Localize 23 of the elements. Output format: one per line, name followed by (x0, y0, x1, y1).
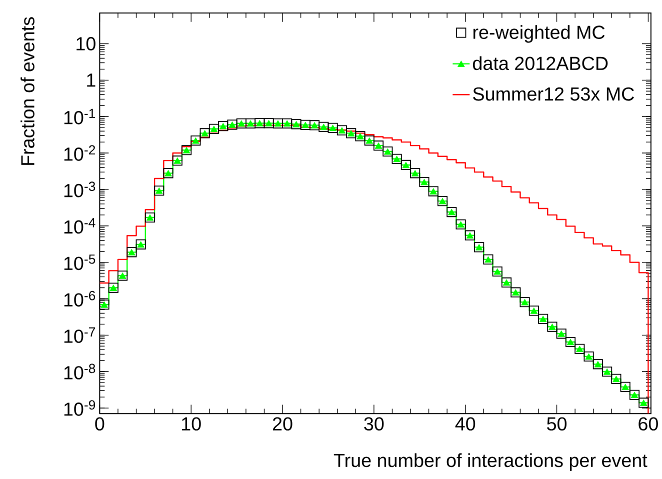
x-tick-label: 10 (182, 416, 201, 430)
y-tick-label: 10 (76, 36, 96, 50)
y-tick-label: 10$^{-7}$ (64, 327, 96, 343)
x-axis-title: True number of interactions per event (334, 453, 648, 471)
y-tick-label: 10$^{-4}$ (64, 218, 96, 234)
legend-label: re-weighted MC (473, 24, 605, 42)
legend-label: data 2012ABCD (473, 56, 608, 70)
y-tick-label: 10$^{-8}$ (64, 364, 96, 380)
x-tick-label: 0 (95, 416, 104, 430)
y-tick-label: 10$^{-9}$ (64, 400, 96, 416)
y-tick-label: 10$^{-3}$ (64, 181, 96, 198)
y-tick-label: 10$^{-6}$ (64, 290, 96, 306)
y-tick-label: 1 (87, 73, 96, 86)
y-axis-title: Fraction of events (20, 16, 34, 165)
y-tick-label: 10$^{-1}$ (64, 108, 96, 124)
y-tick-label: 10$^{-2}$ (64, 144, 96, 161)
legend-label: Summer12 53x MC (473, 87, 634, 100)
x-tick-label: 30 (364, 416, 384, 430)
x-tick-label: 60 (638, 416, 658, 430)
x-tick-label: 50 (547, 416, 567, 430)
y-tick-label: 10$^{-5}$ (64, 254, 96, 270)
x-tick-label: 20 (272, 416, 292, 430)
x-tick-label: 40 (455, 416, 476, 430)
